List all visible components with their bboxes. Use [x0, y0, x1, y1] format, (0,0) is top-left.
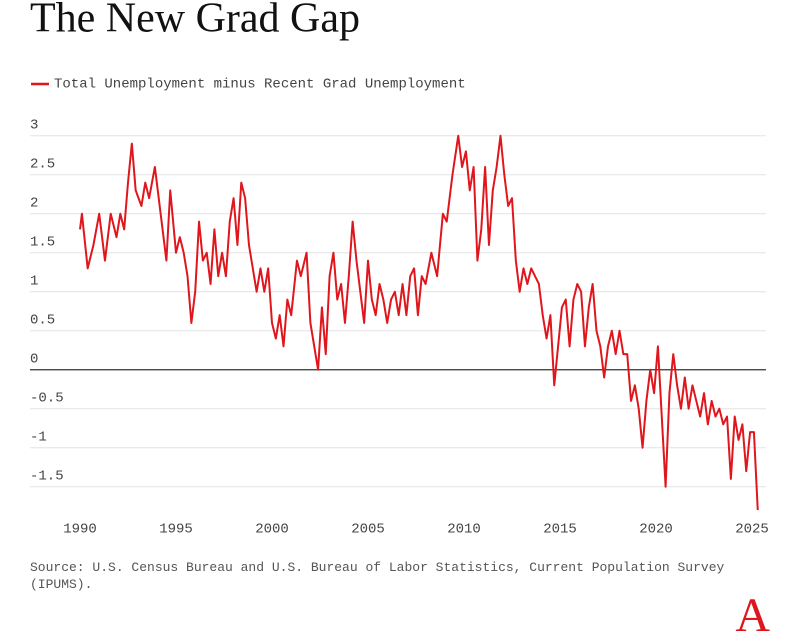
x-tick-label: 2010 [447, 522, 481, 538]
y-tick-label: 3 [30, 118, 38, 134]
x-tick-label: 2015 [543, 522, 577, 538]
x-tick-label: 2000 [255, 522, 289, 538]
x-tick-label: 2025 [735, 522, 769, 538]
y-tick-label: 1 [30, 273, 38, 289]
data-line [79, 134, 759, 511]
source-note: Source: U.S. Census Bureau and U.S. Bure… [30, 560, 725, 592]
y-tick-label: -1 [30, 429, 47, 445]
y-tick-label: 1.5 [30, 234, 55, 250]
logo: A [735, 589, 770, 642]
y-tick-label: 2 [30, 195, 38, 211]
y-tick-label: 2.5 [30, 156, 55, 172]
y-tick-label: 0.5 [30, 312, 55, 328]
legend-label: Total Unemployment minus Recent Grad Une… [54, 77, 466, 93]
y-tick-label: -0.5 [30, 390, 64, 406]
x-tick-label: 1995 [159, 522, 193, 538]
y-tick-label: -1.5 [30, 468, 64, 484]
x-tick-label: 2020 [639, 522, 673, 538]
chart-title: The New Grad Gap [30, 0, 360, 42]
x-tick-label: 1990 [63, 522, 97, 538]
x-tick-label: 2005 [351, 522, 385, 538]
y-tick-label: 0 [30, 351, 38, 367]
